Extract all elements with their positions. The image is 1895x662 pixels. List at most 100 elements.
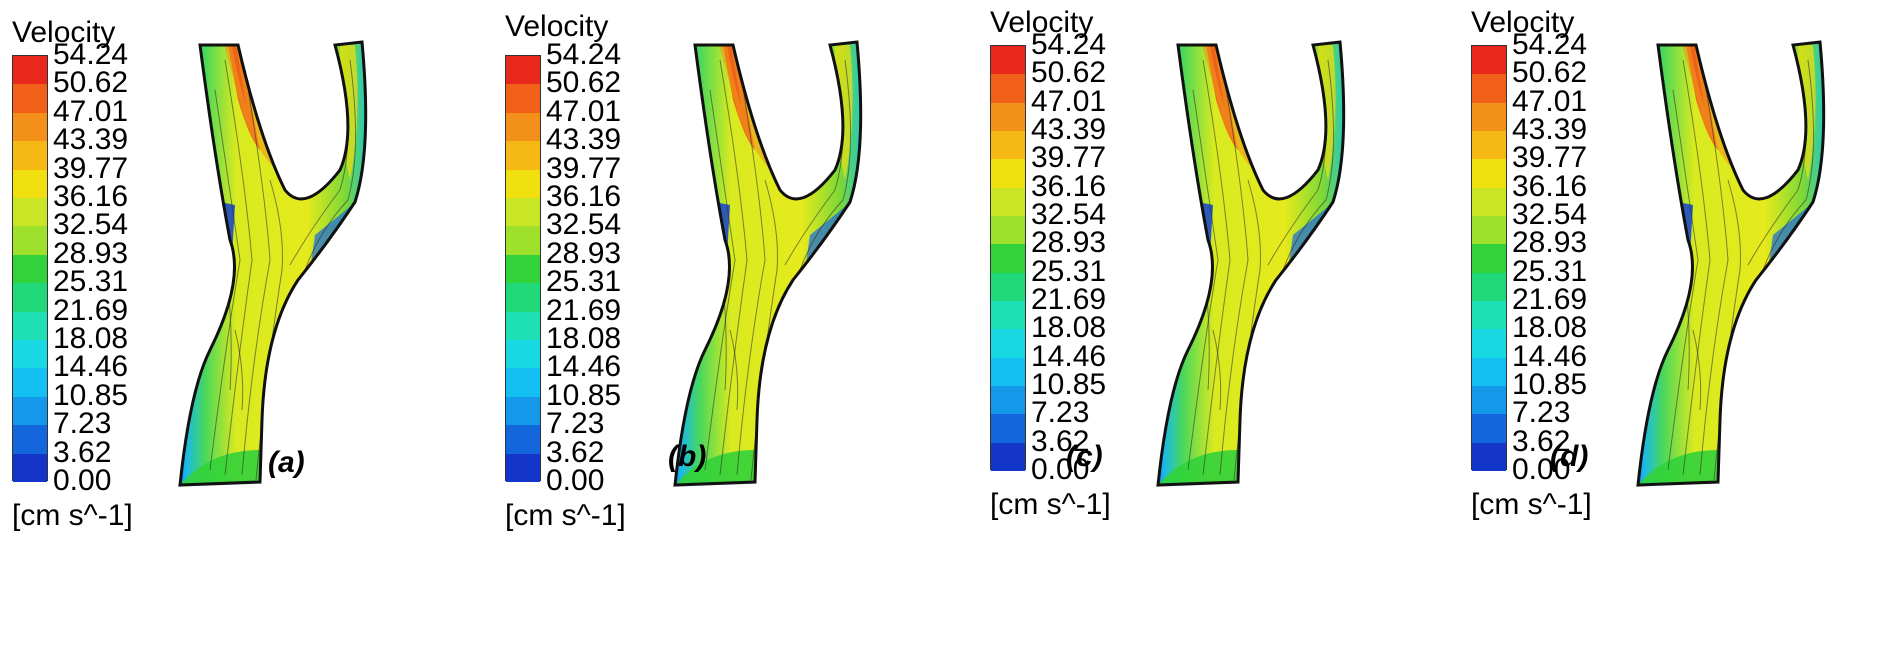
legend-tick-label: 43.39 (1031, 113, 1107, 146)
panel-label: (b) (668, 440, 707, 473)
legend-swatch (991, 329, 1025, 359)
legend-swatch (13, 396, 47, 426)
legend-swatch (1472, 272, 1506, 302)
legend-tick-label: 36.16 (1031, 169, 1107, 203)
legend-swatch (991, 159, 1025, 189)
legend-tick-label: 54.24 (1512, 28, 1588, 61)
legend-tick-label: 21.69 (1031, 283, 1107, 316)
legend-tick-label: 28.93 (1031, 226, 1107, 260)
legend-colorbar (1471, 45, 1507, 472)
legend-swatch (991, 216, 1025, 245)
legend-tick-label: 14.46 (546, 350, 622, 384)
legend-swatch (1472, 187, 1506, 217)
legend-unit: [cm s^-1] (1471, 488, 1592, 521)
legend-swatch (1472, 74, 1506, 104)
legend-tick-label: 14.46 (53, 350, 129, 384)
legend-tick-label: 18.08 (1031, 311, 1107, 345)
legend-swatch (13, 254, 47, 284)
legend-tick-label: 25.31 (53, 265, 129, 299)
legend-tick-label: 10.85 (1512, 368, 1588, 401)
legend-tick-label: 7.23 (546, 407, 605, 441)
legend-swatch (1472, 131, 1506, 160)
legend-tick-label: 47.01 (1031, 84, 1107, 118)
legend-swatch (991, 414, 1025, 444)
velocity-contour-plot (1636, 40, 1826, 487)
legend-title: Velocity (505, 10, 609, 43)
legend-swatch (991, 244, 1025, 274)
legend-tick-label: 18.08 (53, 322, 129, 355)
legend-swatch (13, 169, 47, 199)
legend-swatch (506, 84, 540, 114)
legend-tick-label: 47.01 (546, 94, 622, 128)
legend-swatch (506, 254, 540, 284)
legend-swatch (1472, 46, 1506, 75)
legend-swatch (13, 425, 47, 455)
legend-swatch (991, 272, 1025, 302)
panel-label: (c) (1066, 440, 1103, 473)
legend-swatch (506, 283, 540, 313)
legend-tick-label: 18.08 (546, 322, 622, 355)
legend-tick-label: 47.01 (1512, 84, 1588, 118)
legend-swatch (506, 453, 540, 483)
legend-tick-label: 54.24 (546, 38, 622, 71)
velocity-contour-plot (178, 40, 368, 487)
legend-colorbar (505, 55, 541, 483)
legend-swatch (506, 56, 540, 85)
legend-swatch (13, 112, 47, 142)
legend-tick-label: 50.62 (1031, 56, 1107, 90)
legend-swatch (991, 386, 1025, 415)
legend-title: Velocity (12, 16, 116, 49)
legend-tick-label: 21.69 (1512, 283, 1588, 316)
legend-tick-label: 28.93 (1512, 226, 1588, 260)
legend-swatch (1472, 414, 1506, 444)
legend-tick-label: 39.77 (1031, 141, 1107, 175)
legend-swatch (991, 74, 1025, 104)
legend-swatch (13, 226, 47, 256)
legend-swatch (991, 102, 1025, 132)
legend-tick-label: 32.54 (53, 208, 129, 242)
legend-tick-label: 50.62 (546, 66, 622, 100)
legend-tick-label: 32.54 (1512, 198, 1588, 231)
legend-colorbar (990, 45, 1026, 472)
legend-swatch (13, 368, 47, 398)
legend-tick-label: 10.85 (53, 378, 129, 412)
legend-swatch (506, 311, 540, 341)
legend-tick-label: 54.24 (53, 38, 129, 71)
legend-swatch (506, 368, 540, 398)
legend-swatch (506, 425, 540, 455)
legend-tick-label: 36.16 (53, 180, 129, 213)
legend-swatch (13, 198, 47, 227)
legend-tick-label: 0.00 (53, 464, 112, 497)
legend-tick-label: 43.39 (53, 123, 129, 157)
legend-swatch (13, 311, 47, 341)
legend-tick-label: 36.16 (1512, 169, 1588, 203)
legend-swatch (506, 169, 540, 199)
legend-tick-label: 32.54 (1031, 198, 1107, 231)
legend-tick-label: 14.46 (1031, 339, 1107, 373)
legend-swatch (1472, 102, 1506, 132)
legend-unit: [cm s^-1] (12, 499, 133, 532)
legend-swatch (1472, 329, 1506, 359)
legend-swatch (506, 141, 540, 171)
panel-label: (d) (1550, 440, 1589, 473)
legend-tick-label: 0.00 (1512, 453, 1571, 486)
legend-tick-label: 21.69 (546, 293, 622, 327)
legend-swatch (991, 301, 1025, 330)
legend-swatch (506, 112, 540, 142)
legend-swatch (1472, 357, 1506, 387)
legend-swatch (1472, 159, 1506, 189)
legend-swatch (506, 340, 540, 369)
legend-swatch (13, 141, 47, 171)
legend-tick-label: 3.62 (546, 435, 605, 469)
legend-tick-label: 7.23 (53, 407, 112, 441)
legend-swatch (13, 340, 47, 369)
legend-swatch (506, 226, 540, 256)
legend-title: Velocity (1471, 6, 1575, 39)
legend-tick-label: 14.46 (1512, 339, 1588, 373)
legend-tick-label: 3.62 (1031, 424, 1090, 458)
legend-swatch (1472, 244, 1506, 274)
velocity-contour-plot (1156, 40, 1346, 487)
legend-tick-label: 39.77 (53, 151, 129, 185)
legend-swatch (991, 357, 1025, 387)
legend-swatch (13, 84, 47, 114)
